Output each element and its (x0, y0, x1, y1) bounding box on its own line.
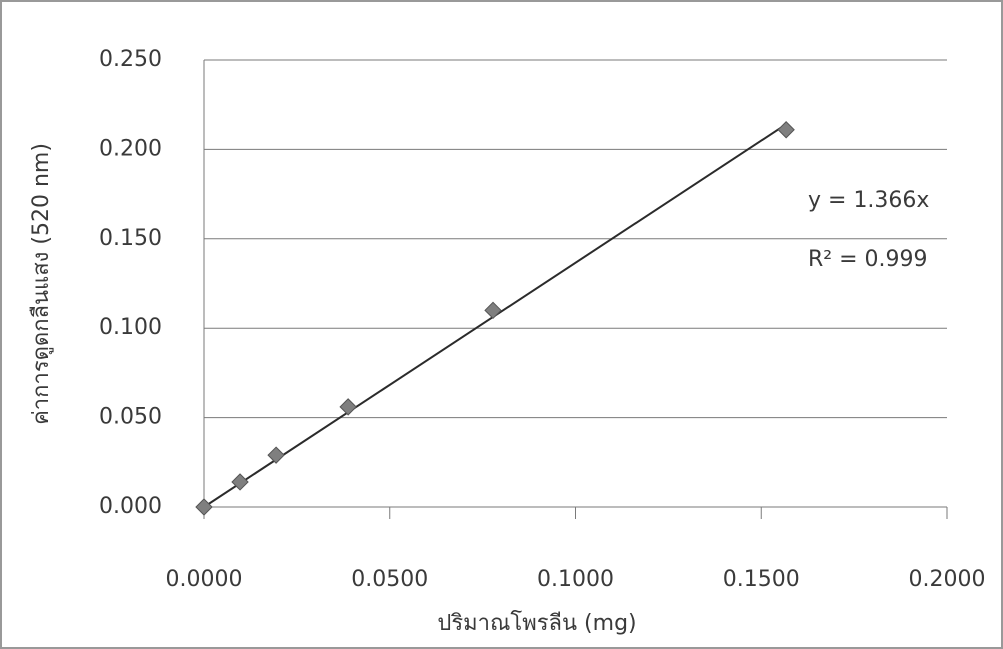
data-point (484, 301, 502, 320)
x-tick-label: 0.0500 (351, 567, 428, 592)
trendline-equation: y = 1.366x (808, 188, 929, 213)
x-axis-title: ปริมาณโพรลีน (mg) (437, 610, 636, 636)
data-point (339, 398, 357, 416)
data-point (267, 446, 285, 464)
data-point (195, 498, 213, 516)
y-tick-label: 0.150 (99, 226, 162, 251)
y-axis-title: ค่าการดูดกลืนแสง (520 nm) (29, 143, 54, 425)
y-tick-label: 0.250 (99, 47, 162, 72)
x-tick-label: 0.2000 (909, 567, 986, 592)
y-tick-label: 0.000 (99, 494, 162, 519)
trendline-r2: R² = 0.999 (808, 247, 928, 272)
x-tick-label: 0.1500 (723, 567, 800, 592)
y-tick-label: 0.100 (99, 315, 162, 340)
data-point (777, 121, 795, 139)
y-tick-label: 0.200 (99, 136, 162, 161)
data-point (231, 473, 249, 491)
y-tick-label: 0.050 (99, 405, 162, 430)
x-tick-label: 0.0000 (166, 567, 243, 592)
x-tick-label: 0.1000 (537, 567, 614, 592)
